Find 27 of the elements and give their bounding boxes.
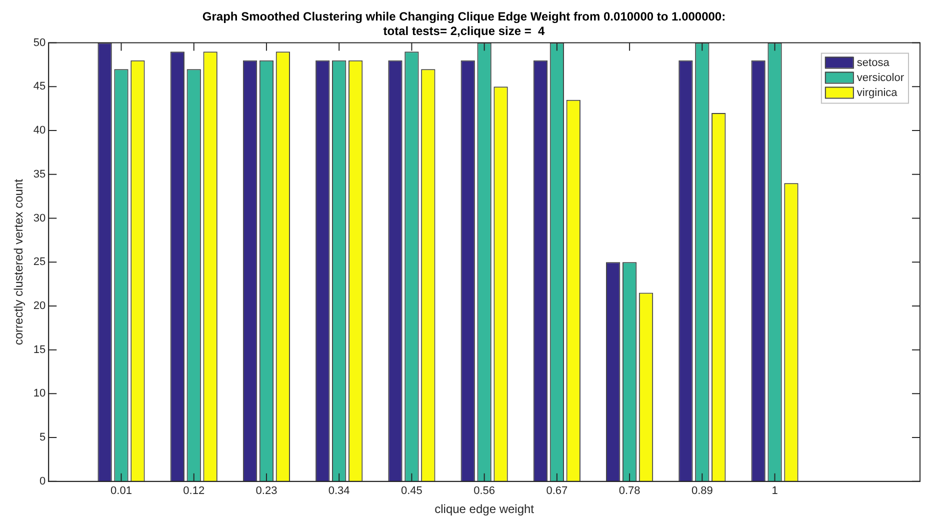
y-tick-label: 20 <box>33 300 46 312</box>
y-tick-label: 5 <box>40 432 46 444</box>
y-tick-label: 10 <box>33 388 46 400</box>
y-tick-label: 35 <box>33 168 46 180</box>
x-tick-label: 0.34 <box>328 485 350 498</box>
y-tick-label: 25 <box>33 256 46 268</box>
legend-label: versicolor <box>856 72 904 84</box>
y-tick-label: 50 <box>33 36 46 49</box>
legend-label: setosa <box>856 56 890 69</box>
x-tick-label: 0.56 <box>474 485 496 498</box>
y-axis-title: correctly clustered vertex count <box>12 178 26 346</box>
x-tick-label: 0.23 <box>256 485 278 498</box>
x-tick-label: 0.67 <box>546 485 568 498</box>
y-tick-label: 0 <box>40 475 46 488</box>
legend-label: virginica <box>856 86 898 99</box>
chart-title: Graph Smoothed Clustering while Changing Clique Edge Weight from 0.010000 to 1.000000: total tests= 2,clique size = 4 <box>202 10 726 38</box>
y-tick-label: 40 <box>33 124 46 137</box>
x-tick-label: 0.78 <box>618 485 640 498</box>
x-tick-label: 0.45 <box>400 485 422 498</box>
y-tick-label: 15 <box>33 344 46 356</box>
y-tick-label: 45 <box>33 80 46 93</box>
x-tick-label: 0.01 <box>110 485 132 498</box>
x-tick-label: 0.12 <box>183 485 205 498</box>
x-tick-label: 0.89 <box>691 485 713 498</box>
x-tick-label: 1 <box>772 485 778 498</box>
x-axis-title: clique edge weight <box>434 502 535 516</box>
y-tick-label: 30 <box>33 212 46 224</box>
